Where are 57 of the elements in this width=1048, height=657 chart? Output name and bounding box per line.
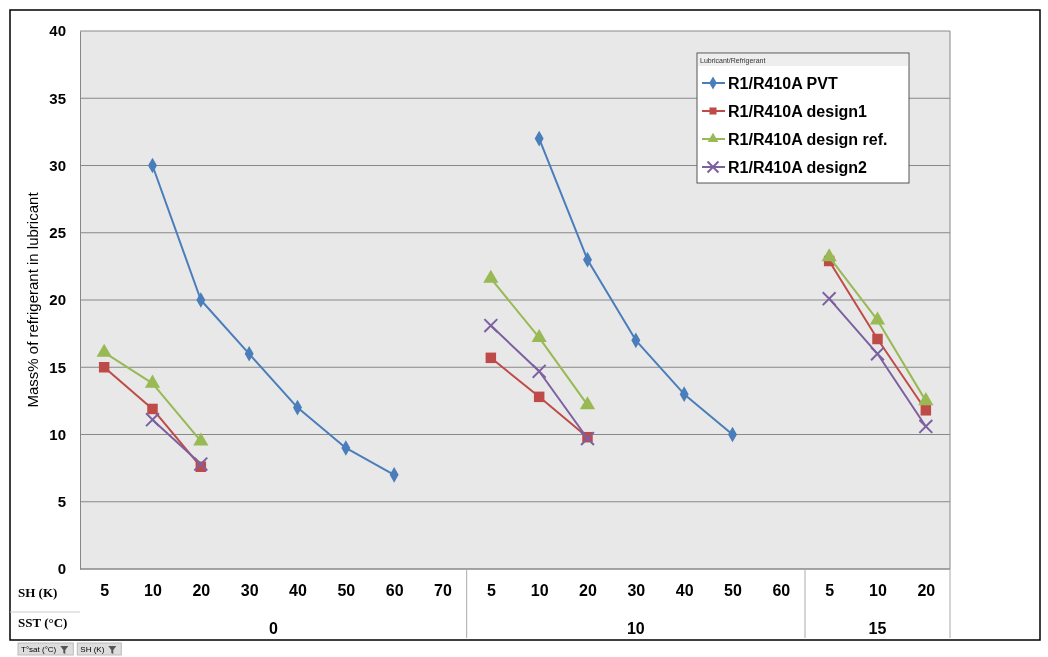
x-tick-label: 5 bbox=[100, 582, 110, 600]
x-tick-label: 20 bbox=[917, 582, 936, 600]
text: SST (°C) bbox=[18, 615, 68, 630]
point bbox=[918, 392, 934, 406]
x-tick-label: 40 bbox=[675, 582, 694, 600]
text: 10 bbox=[626, 620, 645, 637]
point bbox=[531, 363, 547, 379]
point bbox=[821, 248, 837, 262]
y-tick-label: 25 bbox=[49, 224, 66, 242]
x-axis-title: SH (K) bbox=[18, 585, 58, 600]
x-tick-label: 10 bbox=[869, 582, 887, 600]
legend-label: R1/R410A design1 bbox=[728, 103, 868, 120]
x-tick-label: 30 bbox=[627, 582, 646, 600]
point bbox=[147, 403, 158, 415]
point bbox=[869, 311, 886, 325]
y-axis-title: Mass% of refrigerant in lubricant bbox=[24, 191, 41, 408]
y-tick-label: 40 bbox=[49, 22, 66, 40]
text: 0 bbox=[268, 620, 278, 637]
x-tick-label: 60 bbox=[385, 582, 404, 600]
point bbox=[193, 456, 209, 472]
x-tick-label: 5 bbox=[825, 582, 835, 600]
x-tick-label: 40 bbox=[289, 582, 307, 600]
point bbox=[145, 412, 160, 428]
y-tick-label: 15 bbox=[49, 358, 66, 376]
y-tick-label: 30 bbox=[49, 156, 66, 174]
x-tick-label: 30 bbox=[240, 582, 259, 600]
x-tick-label: 5 bbox=[486, 582, 496, 600]
y-tick-label: 20 bbox=[49, 291, 66, 309]
x-tick-label: 10 bbox=[144, 582, 162, 600]
legend-label: R1/R410A PVT bbox=[728, 75, 838, 92]
point bbox=[821, 291, 837, 307]
legend-label: R1/R410A design2 bbox=[728, 159, 868, 176]
x-tick-label: 20 bbox=[192, 582, 211, 600]
point bbox=[531, 328, 547, 343]
point bbox=[920, 405, 932, 416]
y-tick-label: 35 bbox=[49, 89, 66, 107]
point bbox=[918, 418, 934, 434]
x-tick-label: 60 bbox=[772, 582, 791, 600]
point bbox=[485, 352, 497, 364]
text: 15 bbox=[868, 620, 887, 637]
x-tick-label: 10 bbox=[530, 582, 549, 600]
legend-label: R1/R410A design ref. bbox=[728, 131, 888, 148]
x-tick-label: 20 bbox=[579, 582, 597, 600]
text: T°sat (°C) bbox=[21, 645, 57, 654]
point bbox=[872, 333, 883, 345]
x-tick-label: 50 bbox=[337, 582, 356, 600]
text: SH (K) bbox=[80, 645, 105, 654]
point bbox=[579, 396, 596, 410]
y-tick-label: 5 bbox=[57, 493, 66, 511]
point bbox=[483, 318, 499, 333]
point bbox=[533, 391, 545, 403]
point bbox=[870, 346, 885, 362]
x-tick-label: 50 bbox=[724, 582, 742, 600]
y-tick-label: 10 bbox=[49, 425, 66, 443]
y-tick-label: 0 bbox=[57, 560, 66, 578]
x-tick-label: 70 bbox=[434, 582, 452, 600]
point bbox=[98, 362, 110, 373]
